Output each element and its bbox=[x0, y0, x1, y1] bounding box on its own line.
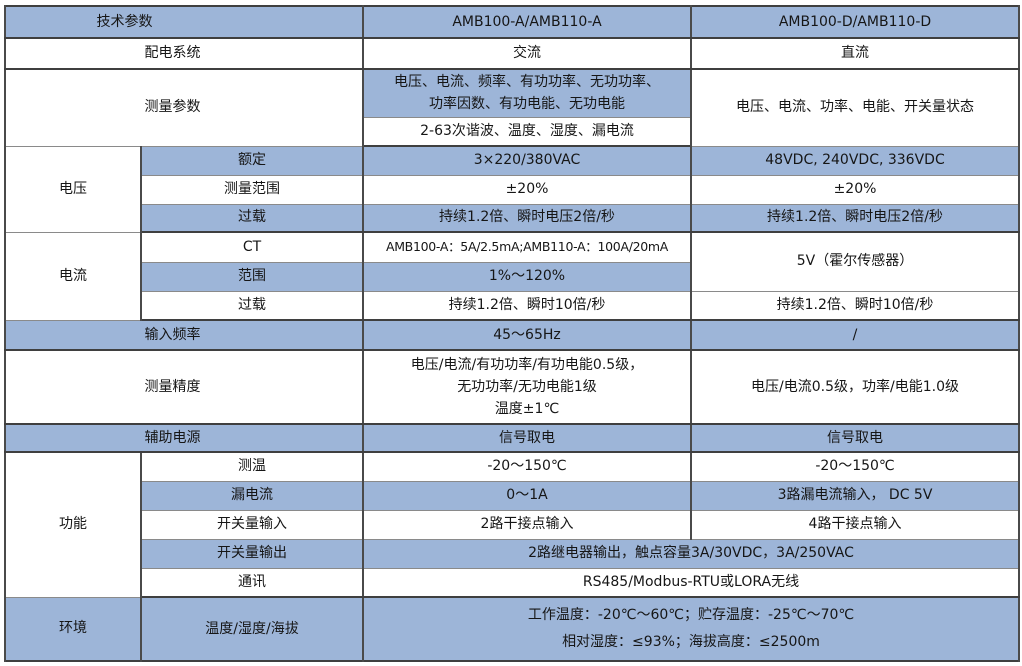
header-model-d: AMB100-D/AMB110-D bbox=[690, 5, 1020, 39]
cell-measure-label: 测量参数 bbox=[4, 68, 364, 147]
cell-voltage-overload-label: 过载 bbox=[140, 203, 364, 233]
accuracy-a-line3: 温度±1℃ bbox=[494, 401, 560, 417]
env-value-line2: 相对湿度：≤93%；海拔高度：≤2500m bbox=[562, 634, 820, 650]
cell-current-ct-label: CT bbox=[140, 231, 364, 263]
cell-accuracy-label: 测量精度 bbox=[4, 349, 364, 425]
cell-aux-d: 信号取电 bbox=[690, 423, 1020, 453]
cell-freq-a: 45～65Hz bbox=[362, 319, 692, 351]
row-function-di: 开关量输入 2路干接点输入 4路干接点输入 bbox=[5, 509, 1020, 540]
row-function-do: 开关量输出 2路继电器输出，触点容量3A/30VDC，3A/250VAC bbox=[5, 538, 1020, 569]
cell-current-group-label: 电流 bbox=[4, 231, 142, 321]
cell-env-sub-label: 温度/湿度/海拔 bbox=[140, 596, 364, 662]
cell-dist-a: 交流 bbox=[362, 37, 692, 70]
header-tech-params: 技术参数 bbox=[4, 5, 364, 39]
cell-function-comm-value: RS485/Modbus-RTU或LORA无线 bbox=[362, 567, 1020, 598]
cell-function-di-d: 4路干接点输入 bbox=[690, 509, 1020, 540]
cell-aux-a: 信号取电 bbox=[362, 423, 692, 453]
cell-function-di-a: 2路干接点输入 bbox=[362, 509, 692, 540]
row-current-overload: 过载 持续1.2倍、瞬时10倍/秒 持续1.2倍、瞬时10倍/秒 bbox=[5, 290, 1020, 321]
cell-current-overload-d: 持续1.2倍、瞬时10倍/秒 bbox=[690, 290, 1020, 321]
cell-measure-a1: 电压、电流、频率、有功功率、无功功率、 功率因数、有功电能、无功电能 bbox=[362, 68, 692, 118]
row-distribution-system: 配电系统 交流 直流 bbox=[4, 37, 1020, 70]
cell-voltage-overload-a: 持续1.2倍、瞬时电压2倍/秒 bbox=[362, 203, 692, 233]
cell-current-overload-a: 持续1.2倍、瞬时10倍/秒 bbox=[362, 290, 692, 321]
cell-function-do-label: 开关量输出 bbox=[140, 538, 364, 569]
cell-env-value: 工作温度：-20℃～60℃；贮存温度：-25℃～70℃ 相对湿度：≤93%；海拔… bbox=[362, 596, 1020, 662]
row-current-ct: 电流 CT AMB100-A：5A/2.5mA;AMB110-A：100A/20… bbox=[4, 231, 1020, 321]
cell-voltage-range-d: ±20% bbox=[690, 174, 1020, 205]
cell-function-temp-label: 测温 bbox=[140, 451, 364, 482]
spec-table: 技术参数 AMB100-A/AMB110-A AMB100-D/AMB110-D… bbox=[4, 5, 1020, 662]
row-environment: 环境 温度/湿度/海拔 工作温度：-20℃～60℃；贮存温度：-25℃～70℃ … bbox=[4, 596, 1020, 662]
cell-current-ct-a: AMB100-A：5A/2.5mA;AMB110-A：100A/20mA bbox=[362, 231, 692, 263]
cell-freq-label: 输入频率 bbox=[4, 319, 364, 351]
cell-voltage-rated-d: 48VDC, 240VDC, 336VDC bbox=[690, 145, 1020, 176]
cell-function-temp-d: -20～150℃ bbox=[690, 451, 1020, 482]
row-aux-power: 辅助电源 信号取电 信号取电 bbox=[4, 423, 1020, 453]
cell-voltage-rated-a: 3×220/380VAC bbox=[362, 145, 692, 176]
row-voltage-rated: 电压 额定 3×220/380VAC 48VDC, 240VDC, 336VDC bbox=[4, 145, 1020, 233]
row-measure-params-1: 测量参数 电压、电流、频率、有功功率、无功功率、 功率因数、有功电能、无功电能 … bbox=[4, 68, 1020, 147]
env-value-line1: 工作温度：-20℃～60℃；贮存温度：-25℃～70℃ bbox=[527, 607, 855, 623]
row-voltage-overload: 过载 持续1.2倍、瞬时电压2倍/秒 持续1.2倍、瞬时电压2倍/秒 bbox=[5, 203, 1020, 233]
row-voltage-range: 测量范围 ±20% ±20% bbox=[5, 174, 1020, 205]
cell-function-leakage-a: 0～1A bbox=[362, 480, 692, 511]
cell-voltage-range-label: 测量范围 bbox=[140, 174, 364, 205]
cell-function-temp-a: -20～150℃ bbox=[362, 451, 692, 482]
cell-current-ct-d: 5V（霍尔传感器） bbox=[690, 231, 1020, 292]
cell-function-leakage-d: 3路漏电流输入， DC 5V bbox=[690, 480, 1020, 511]
row-current-range: 范围 1%～120% bbox=[5, 261, 1019, 292]
cell-freq-d: / bbox=[690, 319, 1020, 351]
cell-function-leakage-label: 漏电流 bbox=[140, 480, 364, 511]
cell-current-overload-label: 过载 bbox=[140, 290, 364, 321]
row-accuracy: 测量精度 电压/电流/有功功率/有功电能0.5级， 无功功率/无功电能1级 温度… bbox=[4, 349, 1020, 425]
cell-voltage-range-a: ±20% bbox=[362, 174, 692, 205]
cell-function-comm-label: 通讯 bbox=[140, 567, 364, 598]
header-model-a: AMB100-A/AMB110-A bbox=[362, 5, 692, 39]
cell-voltage-overload-d: 持续1.2倍、瞬时电压2倍/秒 bbox=[690, 203, 1020, 233]
accuracy-a-line2: 无功功率/无功电能1级 bbox=[457, 379, 597, 395]
cell-measure-d: 电压、电流、功率、电能、开关量状态 bbox=[690, 68, 1020, 147]
cell-dist-label: 配电系统 bbox=[4, 37, 364, 70]
cell-accuracy-a: 电压/电流/有功功率/有功电能0.5级， 无功功率/无功电能1级 温度±1℃ bbox=[362, 349, 692, 425]
cell-function-di-label: 开关量输入 bbox=[140, 509, 364, 540]
cell-env-group-label: 环境 bbox=[4, 596, 142, 662]
cell-dist-d: 直流 bbox=[690, 37, 1020, 70]
cell-current-range-a: 1%～120% bbox=[362, 261, 692, 292]
row-measure-params-2: 2-63次谐波、温度、湿度、漏电流 bbox=[5, 116, 1019, 147]
measure-a-line1: 电压、电流、频率、有功功率、无功功率、 bbox=[394, 74, 660, 91]
cell-accuracy-d: 电压/电流0.5级，功率/电能1.0级 bbox=[690, 349, 1020, 425]
cell-aux-label: 辅助电源 bbox=[4, 423, 364, 453]
row-function-comm: 通讯 RS485/Modbus-RTU或LORA无线 bbox=[5, 567, 1020, 598]
row-function-temp: 功能 测温 -20～150℃ -20～150℃ bbox=[4, 451, 1020, 598]
cell-measure-a2: 2-63次谐波、温度、湿度、漏电流 bbox=[362, 116, 692, 147]
row-function-leakage: 漏电流 0～1A 3路漏电流输入， DC 5V bbox=[5, 480, 1020, 511]
row-input-frequency: 输入频率 45～65Hz / bbox=[4, 319, 1020, 351]
cell-voltage-group-label: 电压 bbox=[4, 145, 142, 233]
cell-function-group-label: 功能 bbox=[4, 451, 142, 598]
accuracy-a-line1: 电压/电流/有功功率/有功电能0.5级， bbox=[410, 357, 644, 373]
cell-voltage-rated-label: 额定 bbox=[140, 145, 364, 176]
cell-function-do-value: 2路继电器输出，触点容量3A/30VDC，3A/250VAC bbox=[362, 538, 1020, 569]
cell-current-range-label: 范围 bbox=[140, 261, 364, 292]
header-row: 技术参数 AMB100-A/AMB110-A AMB100-D/AMB110-D bbox=[4, 5, 1020, 39]
measure-a-line2: 功率因数、有功电能、无功电能 bbox=[429, 96, 625, 113]
